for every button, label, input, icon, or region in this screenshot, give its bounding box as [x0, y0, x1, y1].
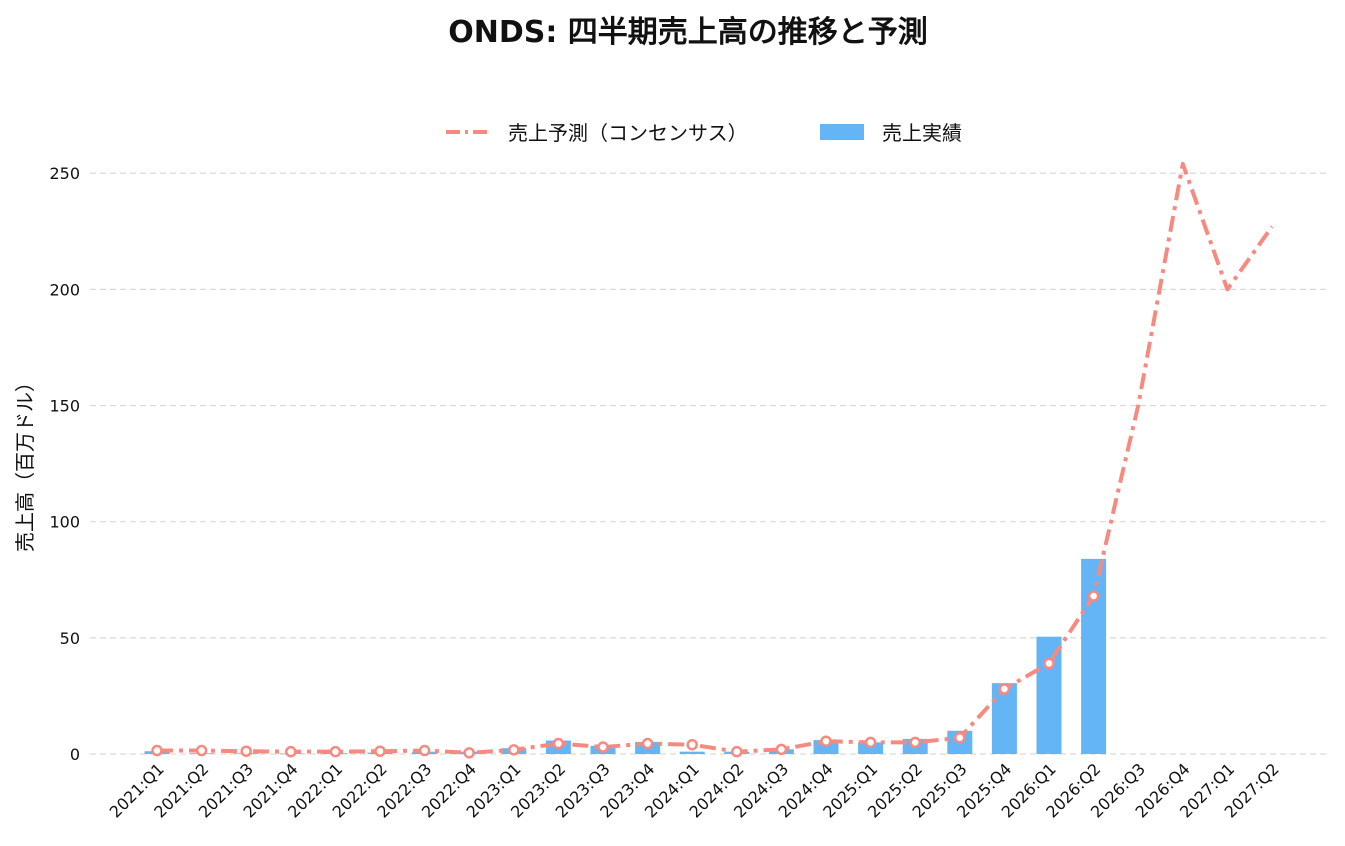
- forecast-point: [285, 745, 297, 758]
- forecast-point: [731, 745, 743, 758]
- bars-actual: [144, 558, 1107, 755]
- y-tick-label: 0: [70, 745, 80, 764]
- forecast-point: [775, 743, 788, 756]
- forecast-point: [329, 745, 342, 758]
- x-axis-ticks: 2021:Q12021:Q22021:Q32021:Q42022:Q12022:…: [106, 759, 1283, 821]
- forecast-point: [240, 745, 252, 757]
- bar-actual: [991, 683, 1017, 754]
- forecast-point: [597, 741, 609, 753]
- forecast-point: [508, 744, 520, 756]
- forecast-point: [864, 736, 877, 749]
- bar-actual: [1081, 558, 1107, 754]
- bar-actual: [858, 742, 884, 754]
- forecast-point: [552, 737, 565, 750]
- y-tick-label: 50: [60, 629, 80, 648]
- y-axis-label: 売上高（百万ドル）: [13, 372, 37, 552]
- y-tick-label: 200: [49, 280, 80, 299]
- forecast-point: [641, 737, 654, 750]
- legend-label-forecast: 売上予測（コンセンサス）: [508, 121, 748, 145]
- forecast-point: [463, 747, 475, 759]
- y-axis-ticks: 0 50 100 150 200 250: [49, 164, 80, 764]
- forecast-point: [1087, 590, 1100, 602]
- y-tick-label: 250: [49, 164, 80, 183]
- line-forecast: [151, 161, 1274, 759]
- legend-label-actual: 売上実績: [882, 121, 962, 145]
- forecast-point: [195, 744, 208, 757]
- bar-actual: [1036, 636, 1062, 754]
- forecast-point: [418, 744, 431, 757]
- grid-lines: [90, 172, 1328, 755]
- forecast-point: [909, 736, 921, 749]
- forecast-line: [157, 161, 1274, 755]
- forecast-point: [374, 745, 386, 757]
- y-tick-label: 150: [49, 397, 80, 416]
- y-tick-label: 100: [49, 513, 80, 532]
- legend-swatch-actual: [820, 124, 864, 140]
- forecast-point: [820, 735, 832, 747]
- forecast-point: [151, 744, 163, 757]
- forecast-point: [686, 738, 698, 751]
- forecast-point: [1043, 657, 1055, 670]
- forecast-point: [998, 683, 1011, 695]
- legend: 売上予測（コンセンサス） 売上実績: [446, 121, 962, 145]
- forecast-point: [954, 731, 966, 744]
- chart-title: ONDS: 四半期売上高の推移と予測: [448, 15, 928, 50]
- bar-actual: [679, 751, 705, 754]
